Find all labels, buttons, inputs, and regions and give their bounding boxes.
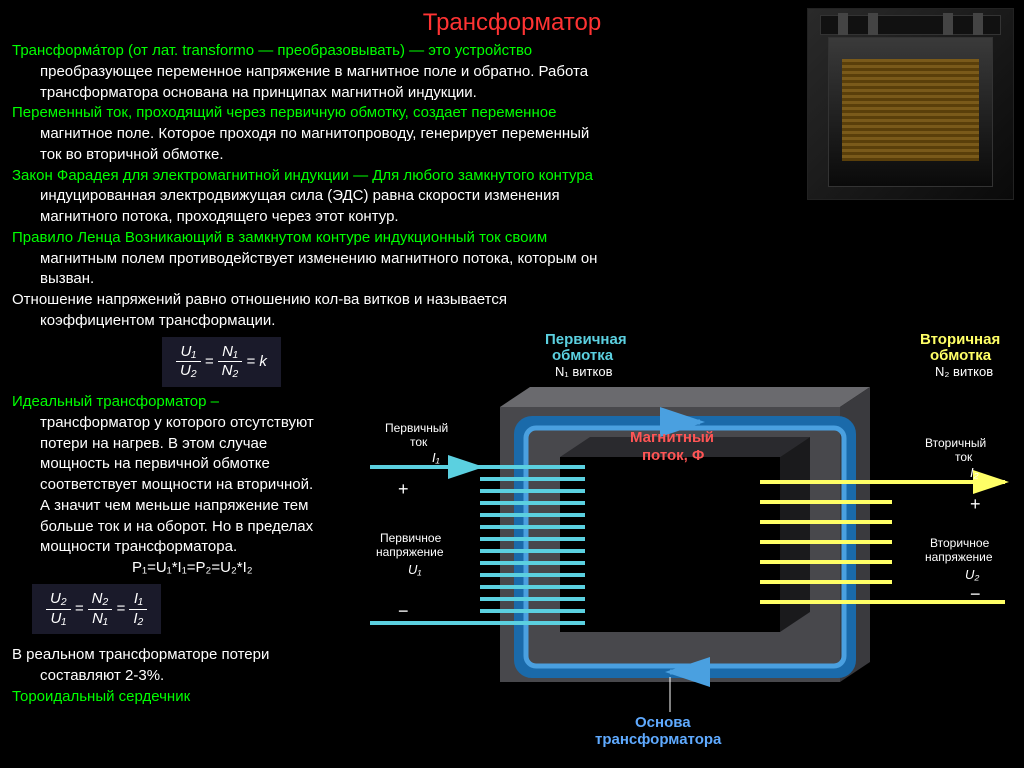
- ideal2: трансформатор у которого отсутствуют: [40, 414, 372, 433]
- p-formula: P₁=U₁*I₁=P₂=U₂*I₂: [132, 559, 372, 578]
- p1c: трансформатора основана на принципах маг…: [40, 84, 772, 103]
- ideal5: соответствует мощности на вторичной.: [40, 476, 372, 495]
- p3a: Закон Фарадея для электромагнитной индук…: [12, 167, 772, 186]
- svg-text:поток, Φ: поток, Φ: [642, 447, 704, 464]
- ideal7: больше ток и на оборот. Но в пределах: [40, 518, 372, 537]
- svg-text:напряжение: напряжение: [925, 550, 993, 564]
- svg-text:U₂: U₂: [965, 567, 979, 582]
- p3c: магнитного потока, проходящего через это…: [40, 208, 772, 227]
- svg-text:U₁: U₁: [408, 562, 422, 577]
- svg-text:Первичное: Первичное: [380, 531, 442, 545]
- p2a: Переменный ток, проходящий через первичн…: [12, 104, 772, 123]
- svg-text:трансформатора: трансформатора: [595, 731, 722, 748]
- real2: составляют 2-3%.: [40, 667, 372, 686]
- toroidal: Тороидальный сердечник: [12, 688, 372, 707]
- svg-text:I₂: I₂: [970, 465, 979, 480]
- ideal1: Идеальный трансформатор –: [12, 393, 372, 412]
- svg-text:Вторичная: Вторичная: [920, 332, 1000, 348]
- formula-power: U₂U₁ = N₂N₁ = I₁I₂: [32, 584, 161, 635]
- svg-text:N₁ витков: N₁ витков: [555, 364, 613, 379]
- svg-text:Магнитный: Магнитный: [630, 429, 714, 446]
- svg-text:+: +: [970, 494, 981, 514]
- intro-text: Трансформа́тор (от лат. transformo — пре…: [12, 42, 772, 289]
- ideal-text: Идеальный трансформатор – трансформатор …: [12, 391, 380, 709]
- transformer-diagram: Первичная обмотка N₁ витков Вторичная об…: [370, 332, 1010, 762]
- p2b: магнитное поле. Которое проходя по магни…: [40, 125, 772, 144]
- p5b: коэффициентом трансформации.: [40, 312, 1012, 331]
- svg-text:обмотка: обмотка: [930, 347, 992, 364]
- svg-text:Основа: Основа: [635, 714, 691, 731]
- p4a: Правило Ленца Возникающий в замкнутом ко…: [12, 229, 772, 248]
- svg-text:N₂ витков: N₂ витков: [935, 364, 993, 379]
- svg-text:ток: ток: [410, 435, 428, 449]
- svg-text:Вторичное: Вторичное: [930, 536, 990, 550]
- ideal3: потери на нагрев. В этом случае: [40, 435, 372, 454]
- transformer-photo: [807, 8, 1014, 200]
- p5a: Отношение напряжений равно отношению кол…: [12, 291, 1012, 310]
- ideal4: мощность на первичной обмотке: [40, 455, 372, 474]
- p1a: Трансформа́тор (от лат. transformo — пре…: [12, 42, 772, 61]
- ideal8: мощности трансформатора.: [40, 538, 372, 557]
- p2c: ток во вторичной обмотке.: [40, 146, 772, 165]
- svg-text:Первичный: Первичный: [385, 421, 448, 435]
- svg-text:ток: ток: [955, 450, 973, 464]
- ideal6: А значит чем меньше напряжение тем: [40, 497, 372, 516]
- p4b: магнитным полем противодействует изменен…: [40, 250, 772, 269]
- svg-text:+: +: [398, 479, 409, 499]
- p1b: преобразующее переменное напряжение в ма…: [40, 63, 772, 82]
- svg-text:обмотка: обмотка: [552, 347, 614, 364]
- svg-text:Первичная: Первичная: [545, 332, 627, 348]
- svg-text:напряжение: напряжение: [376, 545, 444, 559]
- svg-text:Вторичный: Вторичный: [925, 436, 986, 450]
- svg-text:I₁: I₁: [432, 450, 440, 465]
- real1: В реальном трансформаторе потери: [12, 646, 372, 665]
- p4c: вызван.: [40, 270, 772, 289]
- svg-text:−: −: [970, 584, 981, 604]
- p3b: индуцированная электродвижущая сила (ЭДС…: [40, 187, 772, 206]
- formula-ratio: U₁U₂ = N₁N₂ = k: [162, 337, 281, 388]
- svg-text:−: −: [398, 601, 409, 621]
